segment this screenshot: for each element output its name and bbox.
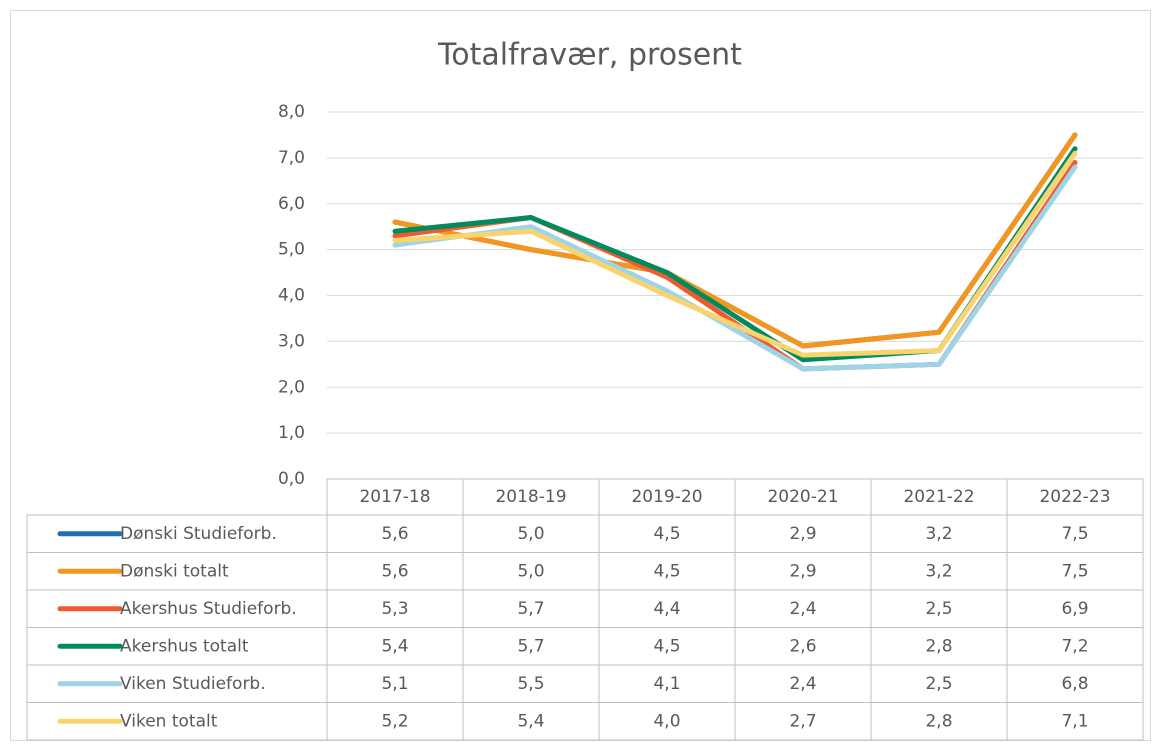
table-value: 2,4 [789, 674, 816, 694]
series-line [392, 132, 1078, 349]
y-tick-label: 2,0 [278, 377, 305, 397]
table-value: 5,7 [517, 636, 544, 656]
table-value: 2,6 [789, 636, 816, 656]
table-value: 5,5 [517, 674, 544, 694]
table-value: 3,2 [925, 524, 952, 544]
x-tick-label: 2020-21 [767, 487, 838, 507]
y-tick-label: 8,0 [278, 102, 305, 122]
table-value: 2,4 [789, 599, 816, 619]
table-value: 3,2 [925, 561, 952, 581]
table-value: 4,5 [653, 636, 680, 656]
table-value: 2,8 [925, 711, 952, 731]
table-value: 5,2 [381, 711, 408, 731]
table-value: 2,8 [925, 636, 952, 656]
x-tick-label: 2021-22 [903, 487, 974, 507]
series-line [392, 164, 1078, 372]
table-value: 7,2 [1061, 636, 1088, 656]
x-tick-label: 2019-20 [631, 487, 702, 507]
chart-title: Totalfravær, prosent [437, 38, 742, 73]
y-tick-label: 6,0 [278, 194, 305, 214]
table-value: 5,6 [381, 524, 408, 544]
y-tick-label: 7,0 [278, 148, 305, 168]
x-tick-label: 2017-18 [359, 487, 430, 507]
legend-label: Akershus Studieforb. [120, 599, 297, 619]
chart-frame [10, 10, 1151, 741]
table-value: 2,7 [789, 711, 816, 731]
table-value: 4,0 [653, 711, 680, 731]
series-line [392, 150, 1078, 358]
y-tick-label: 5,0 [278, 240, 305, 260]
legend-label: Dønski Studieforb. [120, 524, 277, 544]
table-value: 5,4 [517, 711, 544, 731]
y-tick-label: 4,0 [278, 286, 305, 306]
table-value: 5,0 [517, 561, 544, 581]
table-value: 6,9 [1061, 599, 1088, 619]
y-tick-label: 1,0 [278, 423, 305, 443]
table-value: 2,5 [925, 599, 952, 619]
legend-label: Akershus totalt [120, 636, 249, 656]
table-value: 7,5 [1061, 524, 1088, 544]
table-value: 2,5 [925, 674, 952, 694]
y-tick-label: 3,0 [278, 331, 305, 351]
table-value: 4,5 [653, 524, 680, 544]
table-value: 5,1 [381, 674, 408, 694]
table-value: 5,4 [381, 636, 408, 656]
table-value: 5,3 [381, 599, 408, 619]
table-value: 5,7 [517, 599, 544, 619]
x-tick-label: 2022-23 [1039, 487, 1110, 507]
y-tick-label: 0,0 [278, 469, 305, 489]
table-value: 7,1 [1061, 711, 1088, 731]
x-tick-label: 2018-19 [495, 487, 566, 507]
table-value: 7,5 [1061, 561, 1088, 581]
legend-label: Viken totalt [120, 711, 218, 731]
legend-label: Dønski totalt [120, 561, 229, 581]
table-value: 6,8 [1061, 674, 1088, 694]
table-value: 2,9 [789, 561, 816, 581]
table-value: 2,9 [789, 524, 816, 544]
table-value: 5,6 [381, 561, 408, 581]
legend-label: Viken Studieforb. [120, 674, 266, 694]
table-value: 5,0 [517, 524, 544, 544]
table-value: 4,1 [653, 674, 680, 694]
table-value: 4,5 [653, 561, 680, 581]
table-value: 4,4 [653, 599, 680, 619]
